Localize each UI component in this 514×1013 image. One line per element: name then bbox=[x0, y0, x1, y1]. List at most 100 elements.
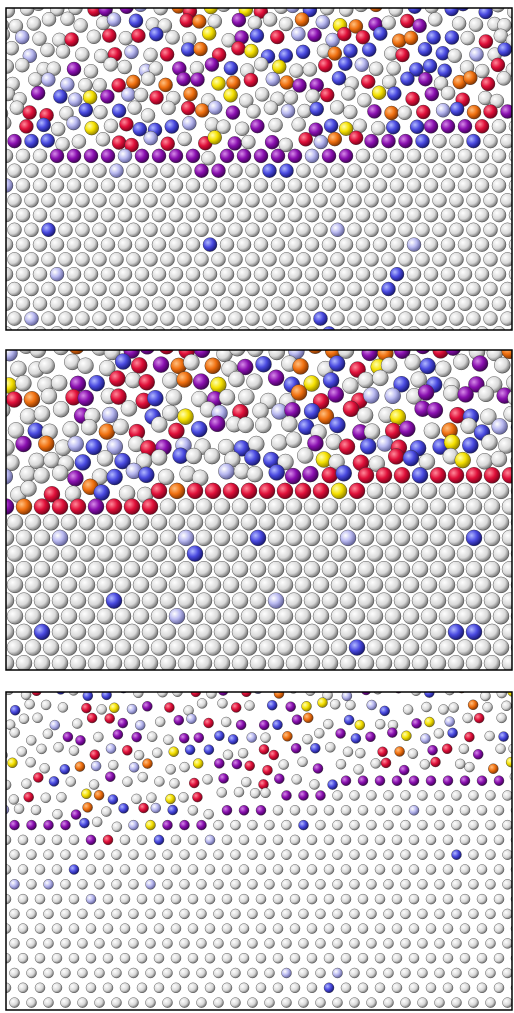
atom bbox=[108, 795, 118, 805]
atom bbox=[299, 850, 309, 860]
atom bbox=[34, 530, 50, 546]
atom bbox=[288, 149, 302, 163]
atom bbox=[295, 483, 311, 499]
atom bbox=[358, 593, 374, 609]
atom bbox=[399, 134, 413, 148]
atom bbox=[204, 448, 220, 464]
atom bbox=[16, 436, 32, 452]
atom bbox=[246, 252, 260, 266]
atom bbox=[174, 715, 184, 725]
atom bbox=[214, 938, 224, 948]
atom bbox=[50, 267, 64, 281]
atom bbox=[186, 238, 200, 252]
atom bbox=[8, 134, 22, 148]
atom bbox=[457, 514, 473, 530]
atom bbox=[376, 467, 392, 483]
atom bbox=[385, 577, 401, 593]
atom bbox=[435, 968, 445, 978]
atom bbox=[435, 938, 445, 948]
atom bbox=[69, 746, 79, 756]
atom bbox=[237, 238, 251, 252]
atom bbox=[436, 46, 450, 60]
atom bbox=[129, 762, 139, 772]
atom bbox=[310, 102, 324, 116]
atom bbox=[361, 685, 371, 695]
atom bbox=[460, 953, 470, 963]
atom bbox=[376, 593, 392, 609]
atom bbox=[224, 88, 238, 102]
atom bbox=[255, 87, 269, 101]
atom bbox=[333, 909, 343, 919]
atom bbox=[18, 865, 28, 875]
atom bbox=[86, 865, 96, 875]
atom bbox=[19, 119, 33, 133]
atom bbox=[188, 805, 198, 815]
atom bbox=[469, 673, 479, 683]
atom bbox=[95, 879, 105, 889]
atom bbox=[493, 640, 509, 656]
atom bbox=[10, 850, 20, 860]
atom bbox=[256, 953, 266, 963]
atom bbox=[69, 983, 79, 993]
atom bbox=[7, 546, 23, 562]
atom bbox=[7, 608, 23, 624]
atom bbox=[94, 485, 110, 501]
atom bbox=[259, 671, 275, 687]
atom bbox=[310, 743, 320, 753]
atom bbox=[357, 407, 373, 423]
atom bbox=[212, 77, 226, 91]
atom bbox=[493, 577, 509, 593]
atom bbox=[186, 267, 200, 281]
atom bbox=[424, 179, 438, 193]
atom bbox=[183, 354, 199, 370]
atom bbox=[159, 78, 173, 92]
atom bbox=[373, 297, 387, 311]
atom bbox=[239, 924, 249, 934]
atom bbox=[489, 674, 499, 684]
atom bbox=[468, 0, 482, 3]
atom bbox=[212, 252, 226, 266]
atom bbox=[144, 312, 158, 326]
atom bbox=[35, 894, 45, 904]
atom bbox=[253, 403, 269, 419]
atom bbox=[322, 467, 338, 483]
atom bbox=[195, 164, 209, 178]
atom bbox=[135, 179, 149, 193]
atom bbox=[212, 164, 226, 178]
atom bbox=[466, 593, 482, 609]
atom bbox=[346, 700, 356, 710]
atom bbox=[362, 43, 376, 57]
atom bbox=[205, 671, 221, 687]
atom bbox=[104, 57, 118, 71]
atom bbox=[67, 62, 81, 76]
atom bbox=[259, 514, 275, 530]
atom bbox=[461, 31, 475, 45]
atom bbox=[484, 105, 498, 119]
atom bbox=[390, 179, 404, 193]
atom bbox=[469, 909, 479, 919]
atom bbox=[232, 561, 248, 577]
atom bbox=[392, 953, 402, 963]
atom bbox=[382, 193, 396, 207]
atom bbox=[207, 689, 217, 699]
atom bbox=[416, 223, 430, 237]
atom bbox=[448, 467, 464, 483]
atom bbox=[205, 58, 219, 72]
atom bbox=[443, 924, 453, 934]
atom bbox=[385, 106, 399, 120]
atom bbox=[322, 530, 338, 546]
atom bbox=[306, 89, 320, 103]
atom bbox=[118, 208, 132, 222]
atom bbox=[331, 164, 345, 178]
atom bbox=[263, 312, 277, 326]
atom bbox=[232, 593, 248, 609]
atom bbox=[52, 561, 68, 577]
atom bbox=[137, 983, 147, 993]
atom bbox=[420, 734, 430, 744]
atom bbox=[295, 608, 311, 624]
atom bbox=[126, 75, 140, 89]
atom bbox=[188, 835, 198, 845]
atom bbox=[339, 179, 353, 193]
atom bbox=[358, 655, 374, 671]
atom bbox=[52, 624, 68, 640]
